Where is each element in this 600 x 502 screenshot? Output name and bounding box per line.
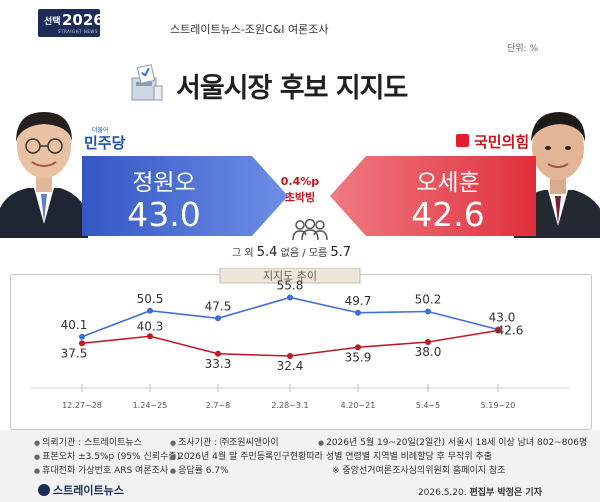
- meta-agency-text: 조사기관 : ㈜조원씨앤아이: [178, 438, 279, 448]
- logo-mark-icon: [38, 484, 50, 496]
- candidate-photo-left: [0, 112, 88, 238]
- x-tick-label: 12.27~28: [62, 401, 102, 410]
- meta-sampling: ● 2026년 4월 말 주민등록인구현황따라 성별 연령별 지역별 비례할당 후…: [170, 452, 493, 462]
- margin-label: 초박빙: [284, 191, 316, 204]
- unit-label: 단위: %: [506, 44, 538, 54]
- others-label-1: 그 외: [232, 248, 254, 259]
- margin-box: 0.4%p 초박빙: [262, 175, 338, 205]
- candidate-name-left: 정원오: [132, 170, 196, 196]
- meta-method: ● 휴대전화 가상번호 ARS 여론조사: [34, 466, 169, 476]
- meta-period: ● 2026년 5월 19~20일(2일간) 서울시 18세 이상 남녀 802~…: [318, 438, 588, 448]
- x-tick-label: 1.24~25: [133, 401, 168, 410]
- meta-response-text: 응답률 6.7%: [178, 466, 229, 476]
- series-point-1: [147, 333, 153, 340]
- series-point-0: [79, 333, 85, 340]
- data-label-1: 42.6: [497, 324, 524, 338]
- series-point-0: [147, 307, 153, 314]
- margin-value: 0.4%p: [280, 175, 320, 188]
- data-label-0: 50.5: [137, 292, 164, 306]
- data-label-0: 40.1: [61, 318, 88, 332]
- people-icon: [292, 218, 328, 241]
- meta-agency: ● 조사기관 : ㈜조원씨앤아이: [170, 438, 279, 448]
- data-label-1: 37.5: [61, 346, 88, 360]
- series-point-1: [425, 339, 431, 345]
- data-label-0: 55.8: [277, 279, 304, 293]
- x-tick-label: 2.28~3.1: [271, 401, 308, 410]
- data-label-0: 49.7: [345, 294, 372, 308]
- others-summary: 그 외 5.4 없음 / 모름 5.7: [232, 244, 351, 260]
- others-value-1: 5.4: [256, 245, 278, 260]
- data-label-1: 40.3: [137, 319, 164, 333]
- badge-sub: STRAIGHT NEWS: [58, 29, 98, 34]
- footer-author: 편집부 박정은 기자: [469, 488, 542, 498]
- meta-response: ● 응답률 6.7%: [170, 466, 229, 476]
- meta-method-text: 휴대전화 가상번호 ARS 여론조사: [42, 466, 169, 476]
- series-point-1: [215, 350, 221, 357]
- meta-error-text: 표본오차 ±3.5%p (95% 신뢰수준): [42, 452, 181, 462]
- badge-prefix: 선택: [44, 17, 61, 27]
- trend-chart: 지지도 추이 40.1 50.5 47.5 55.8 49.7 50.2 43.0 37.5 4…: [10, 268, 592, 430]
- chart-title-bar: [219, 268, 361, 284]
- data-label-1: 33.3: [205, 357, 232, 371]
- series-point-1: [79, 340, 85, 347]
- candidate-box-left: [82, 156, 288, 236]
- meta-period-text: 2026년 5월 19~20일(2일간) 서울시 18세 이상 남녀 802~8…: [326, 438, 588, 448]
- x-tick-label: 4.20~21: [341, 401, 376, 410]
- meta-sampling-text: 2026년 4월 말 주민등록인구현황따라 성별 연령별 지역별 비례할당 후 …: [178, 452, 493, 462]
- footer-date: 2026.5.20.: [417, 488, 467, 498]
- candidate-value-right: 42.6: [411, 195, 485, 234]
- footer-logo-text: 스트레이트뉴스: [53, 484, 124, 497]
- survey-header: 스트레이트뉴스-조원C&I 여론조사: [170, 23, 329, 36]
- data-label-1: 32.4: [277, 359, 304, 373]
- candidate-name-right: 오세훈: [416, 170, 480, 196]
- series-point-1: [495, 327, 501, 334]
- series-point-0: [287, 294, 293, 301]
- chart-title: 지지도 추이: [263, 270, 317, 283]
- series-point-0: [425, 308, 431, 315]
- footer-byline: 2026.5.20. 편집부 박정은 기자: [418, 485, 542, 498]
- data-label-1: 38.0: [415, 345, 442, 359]
- candidate-value-left: 43.0: [127, 195, 201, 234]
- x-tick-label: 5.4~5: [416, 401, 441, 410]
- others-value-2: 5.7: [330, 245, 352, 260]
- data-label-1: 35.9: [345, 350, 372, 364]
- survey-metadata-panel: [0, 430, 600, 502]
- x-tick-label: 5.19~20: [481, 401, 516, 410]
- series-point-1: [287, 353, 293, 359]
- others-label-2: 없음 / 모름: [280, 248, 328, 259]
- meta-error: ● 표본오차 ±3.5%p (95% 신뢰수준): [34, 452, 181, 462]
- party-label-ppp-text: 국민의힘: [474, 133, 530, 151]
- data-label-0: 50.2: [415, 293, 442, 307]
- data-label-0: 43.0: [489, 311, 516, 325]
- party-label-democratic: 더불어 민주당: [84, 127, 126, 153]
- party-label-ppp: 국민의힘: [456, 131, 529, 152]
- party-label-democratic-sub: 더불어: [92, 127, 109, 134]
- page-title: 서울시장 후보 지지도: [176, 73, 408, 104]
- meta-client: ● 의뢰기관 : 스트레이트뉴스: [34, 438, 142, 448]
- party-label-democratic-text: 민주당: [84, 134, 126, 152]
- meta-client-text: 의뢰기관 : 스트레이트뉴스: [42, 438, 142, 448]
- series-point-1: [355, 344, 361, 351]
- x-tick-label: 2.7~8: [206, 401, 231, 410]
- data-label-0: 47.5: [205, 299, 232, 313]
- footer-logo: 스트레이트뉴스: [38, 482, 124, 498]
- series-point-0: [215, 315, 221, 322]
- ppp-logo-icon: [456, 134, 469, 147]
- election-badge: 선택 2026 STRAIGHT NEWS: [38, 9, 104, 37]
- meta-reference: ※ 중앙선거여론조사심의위원회 홈페이지 참조: [332, 466, 506, 476]
- badge-year: 2026: [62, 11, 104, 29]
- series-point-0: [355, 309, 361, 316]
- candidate-box-right: [330, 156, 536, 236]
- ballot-box-icon: [131, 64, 163, 101]
